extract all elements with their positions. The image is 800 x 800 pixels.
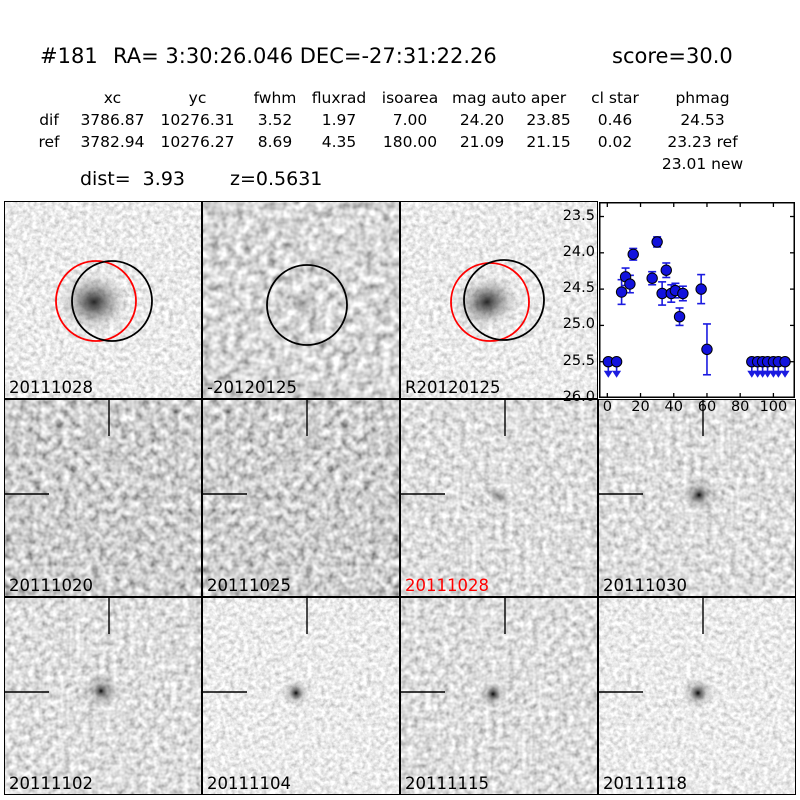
cutout-image bbox=[401, 400, 597, 596]
header-spacer bbox=[28, 89, 70, 107]
cutout-ref-20120125: R20120125 bbox=[400, 201, 598, 399]
cutout-label: 20111102 bbox=[9, 773, 93, 793]
cutout-label: 20111028 bbox=[9, 377, 93, 397]
cutout-label: 20111020 bbox=[9, 575, 93, 595]
ref-phmag: 23.23 ref bbox=[667, 133, 738, 151]
col-header-fluxrad: fluxrad bbox=[311, 89, 367, 107]
cutout-label: 20111028 bbox=[405, 575, 489, 595]
aperture-circle-red bbox=[55, 260, 137, 342]
cutout-epoch-20111118: 20111118 bbox=[598, 597, 796, 795]
y-tick-label: 25.0 bbox=[562, 316, 595, 333]
ref-mag-auto: 21.09 bbox=[459, 133, 505, 151]
x-tick-label: 60 bbox=[697, 399, 717, 415]
cutout-image bbox=[203, 400, 399, 596]
cutout-label: 20111104 bbox=[207, 773, 291, 793]
candidate-score: score=30.0 bbox=[612, 44, 733, 68]
dif-fwhm: 3.52 bbox=[257, 111, 293, 129]
cutout-image bbox=[5, 400, 201, 596]
row-label: ref bbox=[38, 133, 60, 151]
candidate-coordinates: RA= 3:30:26.046 DEC=-27:31:22.26 bbox=[113, 44, 497, 68]
x-tick-label: 0 bbox=[602, 399, 612, 415]
cutout-new-20111028: 20111028 bbox=[4, 201, 202, 399]
phmag-new-value: 23.01 new bbox=[661, 155, 744, 173]
cutout-epoch-20111020: 20111020 bbox=[4, 399, 202, 597]
cutout-image bbox=[599, 400, 795, 596]
cutout-image bbox=[203, 598, 399, 794]
x-tick-label: 40 bbox=[664, 399, 683, 415]
dif-fluxrad: 1.97 bbox=[321, 111, 357, 129]
dif-cl-star: 0.46 bbox=[597, 111, 633, 129]
cutout-epoch-20111102: 20111102 bbox=[4, 597, 202, 795]
dif-phmag: 24.53 bbox=[680, 111, 725, 129]
ref-xc: 3782.94 bbox=[80, 133, 145, 151]
ref-isoarea: 180.00 bbox=[382, 133, 438, 151]
ref-fluxrad: 4.35 bbox=[321, 133, 357, 151]
col-header-fwhm: fwhm bbox=[253, 89, 297, 107]
cutout-label: 20111030 bbox=[603, 575, 687, 595]
dif-yc: 10276.31 bbox=[160, 111, 235, 129]
table-row-ref: ref 3782.94 10276.27 8.69 4.35 180.00 21… bbox=[28, 133, 760, 151]
page-title: #181 RA= 3:30:26.046 DEC=-27:31:22.26 sc… bbox=[0, 44, 800, 72]
dif-mag-auto: 24.20 bbox=[459, 111, 505, 129]
col-header-mag-auto: mag auto bbox=[452, 89, 527, 107]
col-header-cl-star: cl star bbox=[591, 89, 639, 107]
y-tick-label: 23.5 bbox=[562, 207, 595, 224]
cutout-label: 20111115 bbox=[405, 773, 489, 793]
dif-isoarea: 7.00 bbox=[392, 111, 428, 129]
cutout-image bbox=[5, 598, 201, 794]
dist-value: dist= 3.93 bbox=[80, 168, 185, 190]
col-header-phmag: phmag bbox=[675, 89, 730, 107]
y-tick-label: 24.0 bbox=[562, 243, 595, 260]
cutout-epoch-20111030: 20111030 bbox=[598, 399, 796, 597]
cutout-label: R20120125 bbox=[405, 377, 501, 397]
cutout-label: 20111118 bbox=[603, 773, 687, 793]
dif-aper: 23.85 bbox=[526, 111, 571, 129]
aperture-circle-black bbox=[71, 260, 153, 342]
cutout-epoch-20111104: 20111104 bbox=[202, 597, 400, 795]
cutout-epoch-20111028-highlighted: 20111028 bbox=[400, 399, 598, 597]
aperture-circle-black bbox=[463, 259, 545, 341]
y-tick-label: 26.0 bbox=[562, 389, 595, 405]
cutout-image bbox=[401, 202, 597, 398]
y-tick-label: 24.5 bbox=[562, 280, 595, 297]
x-tick-label: 100 bbox=[759, 399, 788, 415]
x-tick-label: 20 bbox=[631, 399, 650, 415]
ref-aper: 21.15 bbox=[526, 133, 571, 151]
cutout-epoch-20111025: 20111025 bbox=[202, 399, 400, 597]
light-curve-plot: 0 20 40 60 80 100 23.5 24.0 24.5 25.0 25.5 26.0 bbox=[563, 202, 795, 415]
aperture-circle-black bbox=[266, 264, 348, 346]
ref-fwhm: 8.69 bbox=[257, 133, 293, 151]
col-header-xc: xc bbox=[103, 89, 122, 107]
y-tick-label: 25.5 bbox=[562, 352, 595, 369]
col-header-aper: aper bbox=[530, 89, 567, 107]
cutout-image bbox=[203, 202, 399, 398]
cutout-image bbox=[401, 598, 597, 794]
cutout-image bbox=[599, 598, 795, 794]
col-header-yc: yc bbox=[188, 89, 207, 107]
dist-redshift-line: dist= 3.93 z=0.5631 bbox=[0, 168, 800, 192]
photometry-table-header: xc yc fwhm fluxrad isoarea mag auto aper… bbox=[28, 89, 760, 107]
dif-xc: 3786.87 bbox=[80, 111, 145, 129]
light-curve-canvas bbox=[599, 202, 795, 398]
ref-cl-star: 0.02 bbox=[597, 133, 633, 151]
ref-yc: 10276.27 bbox=[160, 133, 235, 151]
candidate-id: #181 bbox=[40, 44, 98, 68]
cutout-image bbox=[5, 202, 201, 398]
cutout-epoch-20111115: 20111115 bbox=[400, 597, 598, 795]
cutout-dif-20120125: -20120125 bbox=[202, 201, 400, 399]
cutout-label: 20111025 bbox=[207, 575, 291, 595]
x-tick-label: 80 bbox=[730, 399, 750, 415]
col-header-isoarea: isoarea bbox=[381, 89, 439, 107]
cutout-label: -20120125 bbox=[207, 377, 297, 397]
row-label: dif bbox=[39, 111, 59, 129]
cutout-grid: 20111028 -20120125 R20120125 0 20 40 60 80 10… bbox=[4, 201, 796, 795]
redshift-value: z=0.5631 bbox=[230, 168, 323, 190]
table-row-dif: dif 3786.87 10276.31 3.52 1.97 7.00 24.2… bbox=[28, 111, 760, 129]
